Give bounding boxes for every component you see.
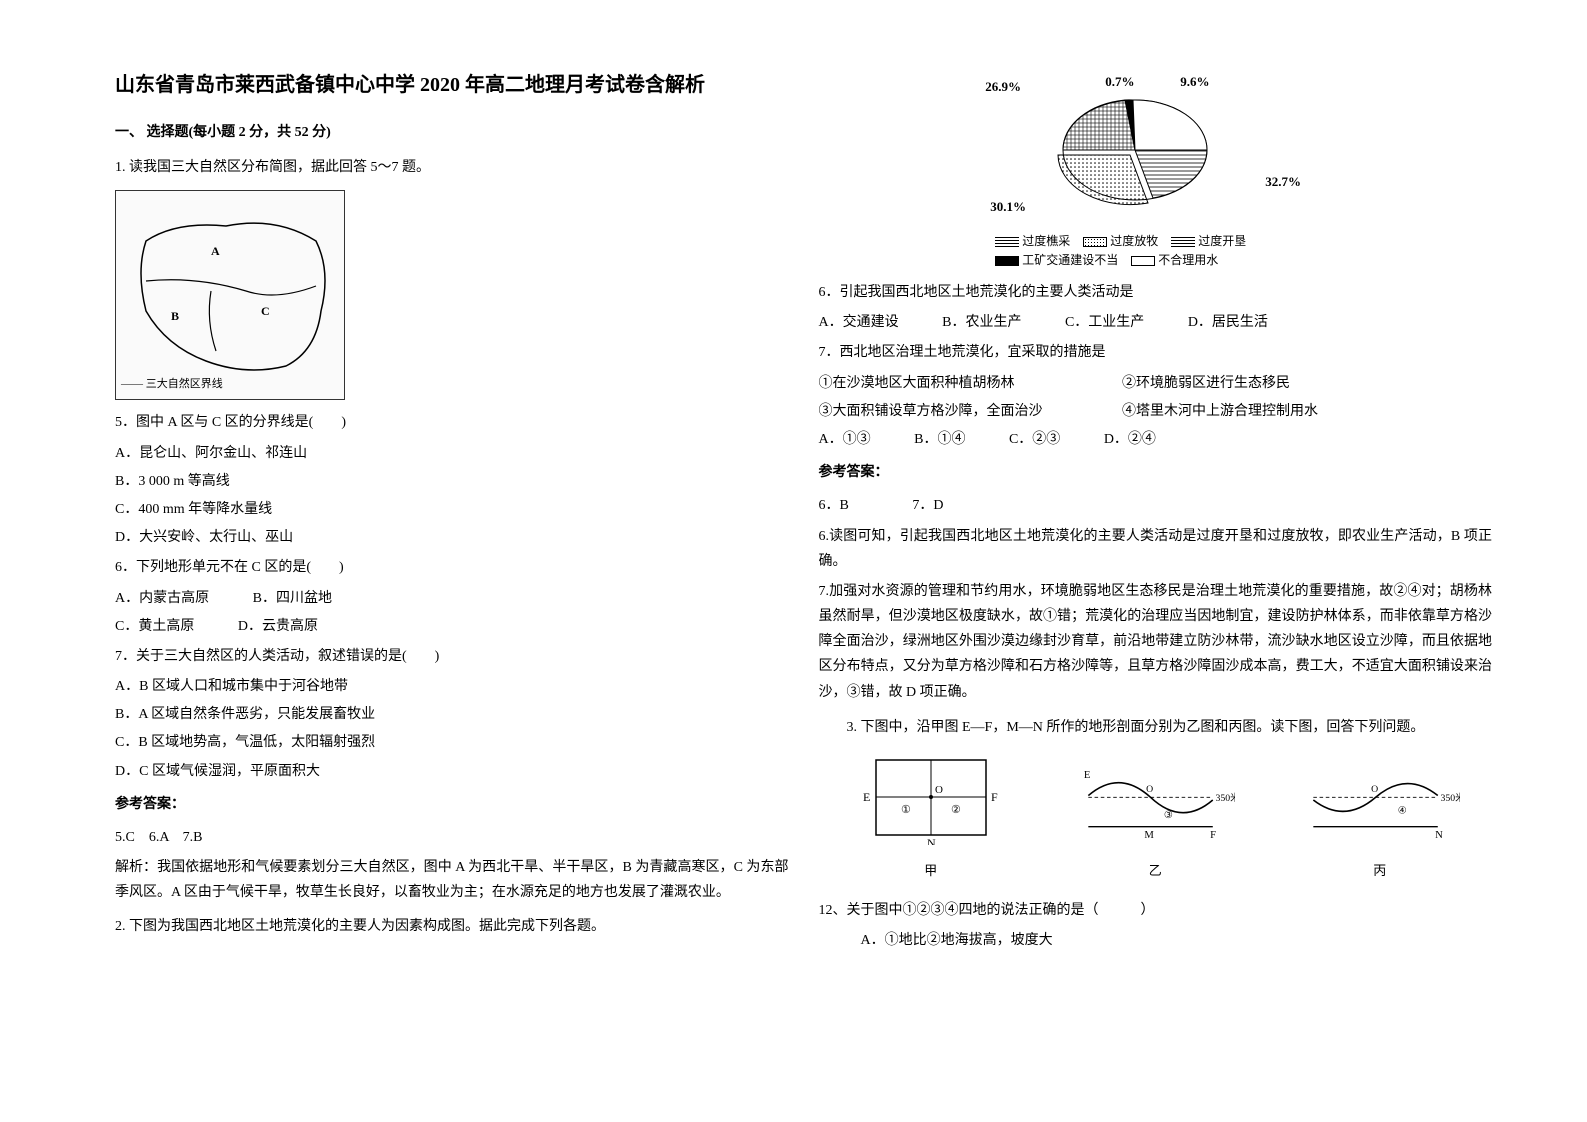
section-header: 一、 选择题(每小题 2 分，共 52 分) bbox=[115, 120, 789, 145]
q2-7-item2: ②环境脆弱区进行生态移民 bbox=[1122, 376, 1290, 391]
pie-chart-svg bbox=[1045, 85, 1225, 215]
svg-text:M: M bbox=[1145, 830, 1155, 841]
q1-explanation: 解析：我国依据地形和气候要素划分三大自然区，图中 A 为西北干旱、半干旱区，B … bbox=[115, 855, 789, 905]
left-column: 山东省青岛市莱西武备镇中心中学 2020 年高二地理月考试卷含解析 一、 选择题… bbox=[100, 70, 804, 1092]
q5-opt-a: A．昆仑山、阿尔金山、祁连山 bbox=[115, 441, 789, 466]
q6-opt-a: A．内蒙古高原 bbox=[115, 586, 209, 611]
svg-text:N: N bbox=[927, 836, 936, 845]
label-yi: 乙 bbox=[1075, 859, 1235, 882]
legend-4: 不合理用水 bbox=[1158, 253, 1218, 267]
q7-opt-c: C．B 区域地势高，气温低，太阳辐射强烈 bbox=[115, 730, 789, 755]
q2-7-d: D．②④ bbox=[1104, 427, 1156, 452]
q2-7-c: C．②③ bbox=[1009, 427, 1060, 452]
svg-text:N: N bbox=[1435, 830, 1443, 841]
q5-text: 5．图中 A 区与 C 区的分界线是( ) bbox=[115, 410, 789, 435]
q7-opt-b: B．A 区域自然条件恶劣，只能发展畜牧业 bbox=[115, 702, 789, 727]
q7-opt-a: A．B 区域人口和城市集中于河谷地带 bbox=[115, 674, 789, 699]
q2-7-item3: ③大面积铺设草方格沙障，全面治沙 bbox=[819, 399, 1119, 424]
q12-text: 12、关于图中①②③④四地的说法正确的是（ ） bbox=[819, 898, 1493, 923]
map-svg bbox=[116, 191, 346, 401]
q2-stem: 2. 下图为我国西北地区土地荒漠化的主要人为因素构成图。据此完成下列各题。 bbox=[115, 914, 789, 939]
q2-7-item1: ①在沙漠地区大面积种植胡杨林 bbox=[819, 371, 1119, 396]
q6-opt-c: C．黄土高原 bbox=[115, 614, 194, 639]
svg-text:③: ③ bbox=[1164, 810, 1173, 821]
q7-opt-d: D．C 区域气候湿润，平原面积大 bbox=[115, 759, 789, 784]
q2-6-text: 6．引起我国西北地区土地荒漠化的主要人类活动是 bbox=[819, 280, 1493, 305]
q12-opt-a: A．①地比②地海拔高，坡度大 bbox=[819, 928, 1493, 953]
pie-label-3: 32.7% bbox=[1265, 170, 1301, 193]
profile-diagrams: E F M N O ① ② 甲 E 350米 O M F ③ 乙 bbox=[819, 755, 1493, 883]
q2-6-d: D．居民生活 bbox=[1188, 310, 1268, 335]
svg-text:350米: 350米 bbox=[1440, 791, 1460, 804]
q2-6-a: A．交通建设 bbox=[819, 310, 899, 335]
diagram-bing: 350米 O N ④ 丙 bbox=[1300, 755, 1460, 883]
q2-7-b: B．①④ bbox=[914, 427, 965, 452]
svg-text:M: M bbox=[927, 755, 938, 758]
svg-text:O: O bbox=[1371, 784, 1378, 795]
svg-text:F: F bbox=[1210, 830, 1216, 841]
svg-text:F: F bbox=[991, 790, 998, 804]
right-column: 26.9% 0.7% 9.6% 32.7% 30.1% 过度樵采 过度放牧 过度… bbox=[804, 70, 1508, 1092]
label-bing: 丙 bbox=[1300, 859, 1460, 882]
q7-text: 7．关于三大自然区的人类活动，叙述错误的是( ) bbox=[115, 644, 789, 669]
pie-label-1: 0.7% bbox=[1105, 70, 1134, 93]
diagram-yi: E 350米 O M F ③ 乙 bbox=[1075, 755, 1235, 883]
legend-0: 过度樵采 bbox=[1022, 234, 1070, 248]
q1-answer: 5.C 6.A 7.B bbox=[115, 825, 789, 850]
legend-2: 过度开垦 bbox=[1198, 234, 1246, 248]
svg-text:O: O bbox=[1146, 784, 1153, 795]
q1-stem: 1. 读我国三大自然区分布简图，据此回答 5～7 题。 bbox=[115, 155, 789, 180]
q2-7-text: 7．西北地区治理土地荒漠化，宜采取的措施是 bbox=[819, 340, 1493, 365]
pie-label-2: 9.6% bbox=[1180, 70, 1209, 93]
q2-7-a: A．①③ bbox=[819, 427, 871, 452]
q2-ans6: 6．B bbox=[819, 493, 849, 518]
q2-7-item4: ④塔里木河中上游合理控制用水 bbox=[1122, 404, 1318, 419]
q5-opt-c: C．400 mm 年等降水量线 bbox=[115, 497, 789, 522]
pie-chart-area: 26.9% 0.7% 9.6% 32.7% 30.1% 过度樵采 过度放牧 过度… bbox=[965, 70, 1345, 270]
svg-text:350米: 350米 bbox=[1216, 791, 1236, 804]
svg-text:E: E bbox=[863, 790, 870, 804]
q2-exp7: 7.加强对水资源的管理和节约用水，环境脆弱地区生态移民是治理土地荒漠化的重要措施… bbox=[819, 579, 1493, 705]
q2-ans7: 7．D bbox=[912, 493, 943, 518]
map-label-a: A bbox=[211, 241, 220, 263]
q2-6-c: C．工业生产 bbox=[1065, 310, 1144, 335]
page-title: 山东省青岛市莱西武备镇中心中学 2020 年高二地理月考试卷含解析 bbox=[115, 70, 789, 100]
legend-1: 过度放牧 bbox=[1110, 234, 1158, 248]
svg-text:④: ④ bbox=[1398, 805, 1407, 816]
svg-text:E: E bbox=[1084, 770, 1091, 781]
q3-stem: 3. 下图中，沿甲图 E—F，M—N 所作的地形剖面分别为乙图和丙图。读下图，回… bbox=[819, 715, 1493, 740]
answer-label-2: 参考答案： bbox=[819, 460, 1493, 485]
svg-text:①: ① bbox=[901, 804, 911, 816]
q5-opt-d: D．大兴安岭、太行山、巫山 bbox=[115, 525, 789, 550]
q2-exp6: 6.读图可知，引起我国西北地区土地荒漠化的主要人类活动是过度开垦和过度放牧，即农… bbox=[819, 524, 1493, 574]
pie-label-0: 26.9% bbox=[985, 75, 1021, 98]
pie-legend: 过度樵采 过度放牧 过度开垦 工矿交通建设不当 不合理用水 bbox=[995, 232, 1256, 270]
q6-text: 6．下列地形单元不在 C 区的是( ) bbox=[115, 555, 789, 580]
diagram-jia: E F M N O ① ② 甲 bbox=[851, 755, 1011, 883]
svg-text:O: O bbox=[935, 784, 943, 796]
q6-opt-b: B．四川盆地 bbox=[253, 586, 332, 611]
map-legend: —— 三大自然区界线 bbox=[121, 375, 223, 395]
q6-opt-d: D．云贵高原 bbox=[238, 614, 318, 639]
map-label-b: B bbox=[171, 306, 179, 328]
svg-text:②: ② bbox=[951, 804, 961, 816]
pie-label-4: 30.1% bbox=[990, 195, 1026, 218]
china-map-figure: A B C —— 三大自然区界线 bbox=[115, 190, 345, 400]
map-label-c: C bbox=[261, 301, 270, 323]
q2-6-b: B．农业生产 bbox=[942, 310, 1021, 335]
legend-3: 工矿交通建设不当 bbox=[1022, 253, 1118, 267]
answer-label-1: 参考答案： bbox=[115, 792, 789, 817]
label-jia: 甲 bbox=[851, 859, 1011, 882]
q5-opt-b: B．3 000 m 等高线 bbox=[115, 469, 789, 494]
